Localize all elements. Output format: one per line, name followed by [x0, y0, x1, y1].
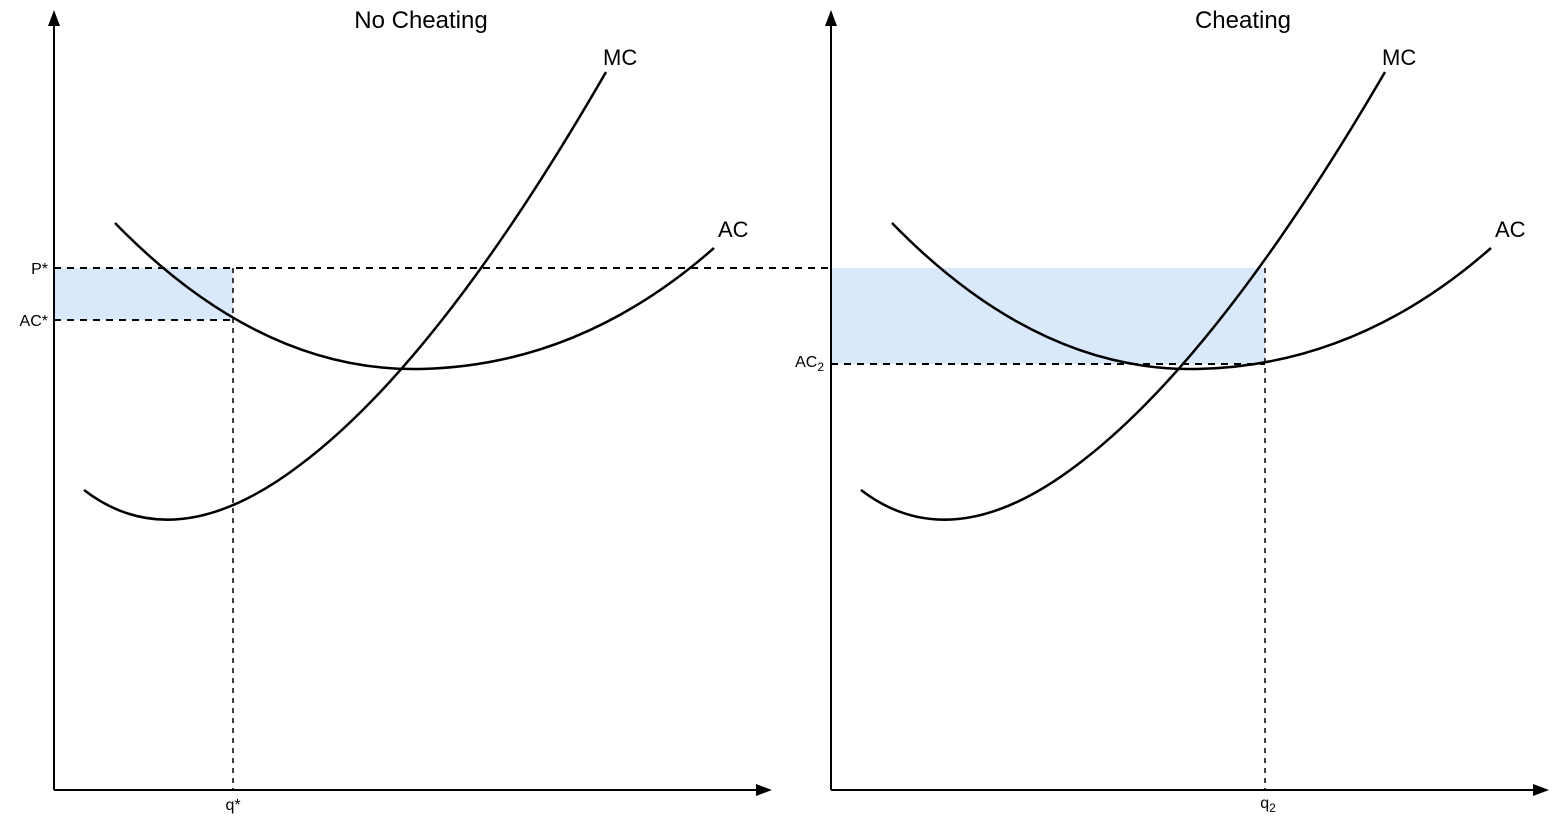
mc-label-no-cheating: MC: [603, 45, 637, 70]
q2-tick-label-sub: 2: [1269, 801, 1276, 815]
q2-tick-label: q2: [1260, 795, 1276, 815]
panel-title-no-cheating: No Cheating: [354, 7, 487, 34]
y-axis-arrow-cheating: [825, 10, 837, 26]
ac-curve-cheating: [891, 222, 1492, 371]
panel-no-cheating: No Cheating MC AC P* AC* q*: [20, 7, 830, 814]
profit-area-no-cheating: [54, 268, 233, 320]
y-axis-arrow-no-cheating: [48, 10, 60, 26]
ac2-tick-label-main: AC: [795, 354, 817, 371]
price-tick-label: P*: [31, 261, 48, 278]
x-axis-arrow-cheating: [1533, 784, 1549, 796]
mc-curve-cheating: [860, 71, 1387, 521]
q2-tick-label-main: q: [1260, 795, 1269, 812]
ac-star-tick-label: AC*: [20, 313, 48, 330]
ac-label-no-cheating: AC: [718, 217, 749, 242]
profit-area-cheating: [831, 268, 1265, 364]
ac2-tick-label: AC2: [795, 354, 824, 374]
panel-cheating: Cheating MC AC AC2 q2: [795, 7, 1549, 815]
panel-title-cheating: Cheating: [1195, 7, 1291, 34]
ac-curve-no-cheating: [114, 222, 715, 371]
ac-label-cheating: AC: [1495, 217, 1526, 242]
ac2-tick-label-sub: 2: [817, 360, 824, 374]
x-axis-arrow-no-cheating: [756, 784, 772, 796]
mc-curve-no-cheating: [83, 71, 608, 521]
q-star-tick-label: q*: [225, 797, 240, 814]
mc-label-cheating: MC: [1382, 45, 1416, 70]
